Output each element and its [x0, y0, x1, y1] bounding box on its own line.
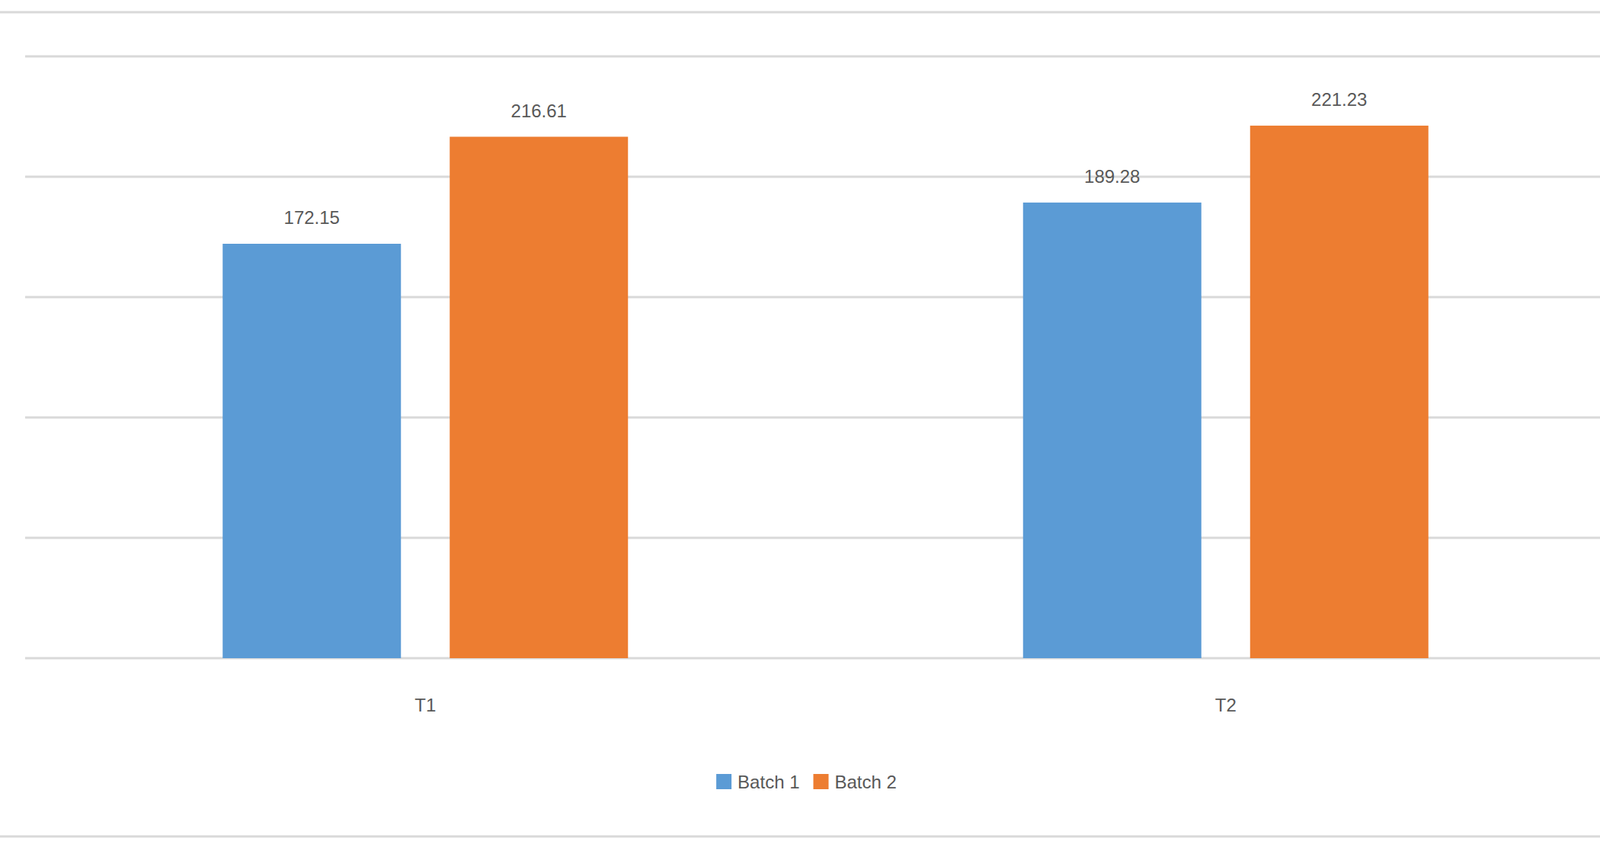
data-label: 221.23	[1311, 89, 1367, 110]
bar	[1250, 125, 1429, 659]
legend-item: Batch 2	[813, 771, 897, 793]
data-labels: 172.15 189.28 216.61 221.23	[284, 89, 1368, 228]
bar	[449, 137, 628, 659]
x-tick-label: T1	[414, 694, 436, 716]
legend-swatch	[716, 774, 732, 790]
bars	[222, 125, 1429, 659]
bar	[1023, 202, 1202, 659]
data-label: 172.15	[284, 207, 340, 228]
chart-svg: 172.15189.28216.61221.23T1T2Batch 1Batch…	[0, 0, 1600, 857]
grid-line	[25, 55, 1600, 58]
chart-frame-bottom	[0, 835, 1600, 839]
chart-frame-top	[0, 11, 1600, 14]
legend-item: Batch 1	[716, 771, 800, 793]
legend-swatch	[813, 774, 829, 790]
data-label: 216.61	[511, 100, 567, 122]
x-tick-label: T2	[1215, 694, 1237, 716]
legend: Batch 1 Batch 2	[716, 771, 897, 793]
bar	[222, 243, 401, 659]
legend-label: Batch 2	[835, 771, 897, 793]
grid	[25, 56, 1600, 659]
legend-label: Batch 1	[737, 771, 800, 793]
chart-container: 172.15189.28216.61221.23T1T2Batch 1Batch…	[0, 0, 1600, 857]
data-label: 189.28	[1084, 166, 1140, 187]
